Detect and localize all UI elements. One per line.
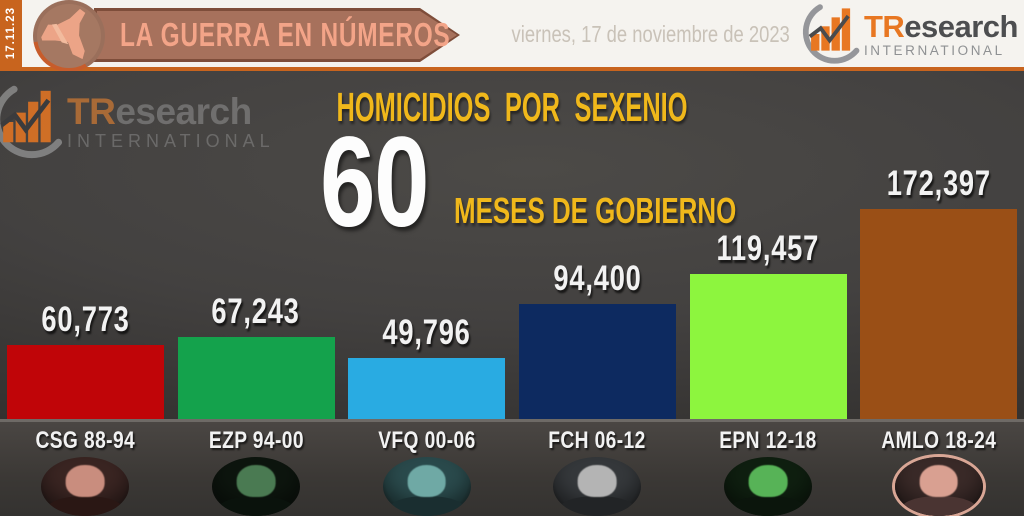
president-photo bbox=[894, 457, 983, 516]
bar-value-label: 172,397 bbox=[886, 164, 991, 203]
brand-suffix: esearch bbox=[904, 8, 1018, 44]
footer-column: FCH 06-12 bbox=[512, 422, 683, 516]
brand-name: TResearch bbox=[863, 8, 1019, 44]
tresearch-watermark: TResearch INTERNATIONAL bbox=[0, 83, 275, 161]
portrait-face bbox=[65, 465, 105, 498]
footer-column: EPN 12-18 bbox=[683, 422, 854, 516]
portrait-face bbox=[236, 465, 276, 498]
bar bbox=[860, 209, 1018, 419]
president-photo bbox=[41, 457, 130, 516]
bar-value-label: 60,773 bbox=[41, 300, 130, 339]
chart-subtitle: 60 MESES DE GOBIERNO bbox=[320, 111, 846, 254]
tresearch-chart-icon bbox=[0, 85, 63, 159]
bar bbox=[348, 358, 506, 419]
portrait-shoulders bbox=[731, 495, 805, 516]
bar-column: 49,796 bbox=[341, 164, 512, 419]
portrait-shoulders bbox=[48, 495, 123, 516]
portrait-face bbox=[407, 465, 447, 498]
chart-title: HOMICIDIOS POR SEXENIO bbox=[336, 84, 688, 130]
banner-title: LA GUERRA EN NÚMEROS bbox=[120, 16, 451, 53]
portrait-face bbox=[577, 465, 617, 498]
tresearch-logo: TResearch INTERNATIONAL bbox=[797, 2, 1018, 66]
side-date-strip: 17.11.23 bbox=[0, 0, 22, 67]
footer-column: CSG 88-94 bbox=[0, 422, 171, 516]
mexico-map-icon bbox=[37, 4, 101, 68]
term-label: CSG 88-94 bbox=[35, 427, 136, 454]
brand-prefix: TR bbox=[67, 90, 116, 132]
term-label: EPN 12-18 bbox=[719, 427, 817, 454]
bar bbox=[689, 273, 847, 419]
portrait-shoulders bbox=[389, 495, 464, 516]
president-photo bbox=[724, 457, 813, 516]
bar-value-label: 94,400 bbox=[553, 259, 642, 298]
portrait-shoulders bbox=[219, 495, 293, 516]
bar bbox=[177, 337, 335, 419]
big-number: 60 bbox=[320, 111, 429, 254]
bar-column: 119,457 bbox=[683, 164, 854, 419]
header-bar: 17.11.23 LA GUERRA EN NÚMEROS viernes, 1… bbox=[0, 0, 1024, 72]
term-label: VFQ 00-06 bbox=[377, 427, 476, 454]
portrait-face bbox=[919, 465, 959, 498]
bar bbox=[6, 345, 164, 419]
banner-fill bbox=[97, 11, 457, 59]
bar-column: 94,400 bbox=[512, 164, 683, 419]
bar-value-label: 49,796 bbox=[382, 313, 471, 353]
side-date-text: 17.11.23 bbox=[5, 7, 17, 60]
brand-subtitle: INTERNATIONAL bbox=[67, 130, 275, 151]
term-label: EZP 94-00 bbox=[208, 427, 304, 454]
brand-suffix: esearch bbox=[115, 90, 252, 132]
mexico-map-logo bbox=[33, 0, 105, 72]
bar-column: 172,397 bbox=[853, 164, 1024, 419]
portrait-shoulders bbox=[901, 495, 976, 516]
president-photo bbox=[382, 457, 471, 516]
footer-row: CSG 88-94 EZP 94-00 VFQ 00-06 FCH 06-12 EPN … bbox=[0, 419, 1024, 516]
bar bbox=[518, 304, 676, 419]
footer-column: AMLO 18-24 bbox=[853, 422, 1024, 516]
title-banner: LA GUERRA EN NÚMEROS bbox=[94, 8, 460, 62]
bars-row: 60,773 67,243 49,796 94,400 119,457 172,397 bbox=[0, 164, 1024, 419]
date-line: viernes, 17 de noviembre de 2023 bbox=[511, 21, 790, 47]
brand-subtitle: INTERNATIONAL bbox=[863, 42, 1005, 58]
footer-column: EZP 94-00 bbox=[171, 422, 342, 516]
term-label: FCH 06-12 bbox=[548, 427, 647, 454]
term-label: AMLO 18-24 bbox=[881, 427, 997, 454]
chart-area: TResearch INTERNATIONAL HOMICIDIOS POR S… bbox=[0, 71, 1024, 419]
president-photo bbox=[553, 457, 642, 516]
tresearch-chart-icon bbox=[802, 4, 860, 64]
portrait-face bbox=[748, 465, 788, 498]
brand-prefix: TR bbox=[863, 8, 905, 44]
bar-column: 67,243 bbox=[171, 164, 342, 419]
bar-value-label: 67,243 bbox=[211, 292, 301, 332]
subtitle-label: MESES DE GOBIERNO bbox=[454, 189, 737, 231]
brand-name: TResearch bbox=[67, 93, 275, 130]
president-photo bbox=[212, 457, 300, 516]
portrait-shoulders bbox=[560, 495, 635, 516]
footer-column: VFQ 00-06 bbox=[341, 422, 512, 516]
bar-value-label: 119,457 bbox=[716, 228, 820, 268]
bar-column: 60,773 bbox=[0, 164, 171, 419]
